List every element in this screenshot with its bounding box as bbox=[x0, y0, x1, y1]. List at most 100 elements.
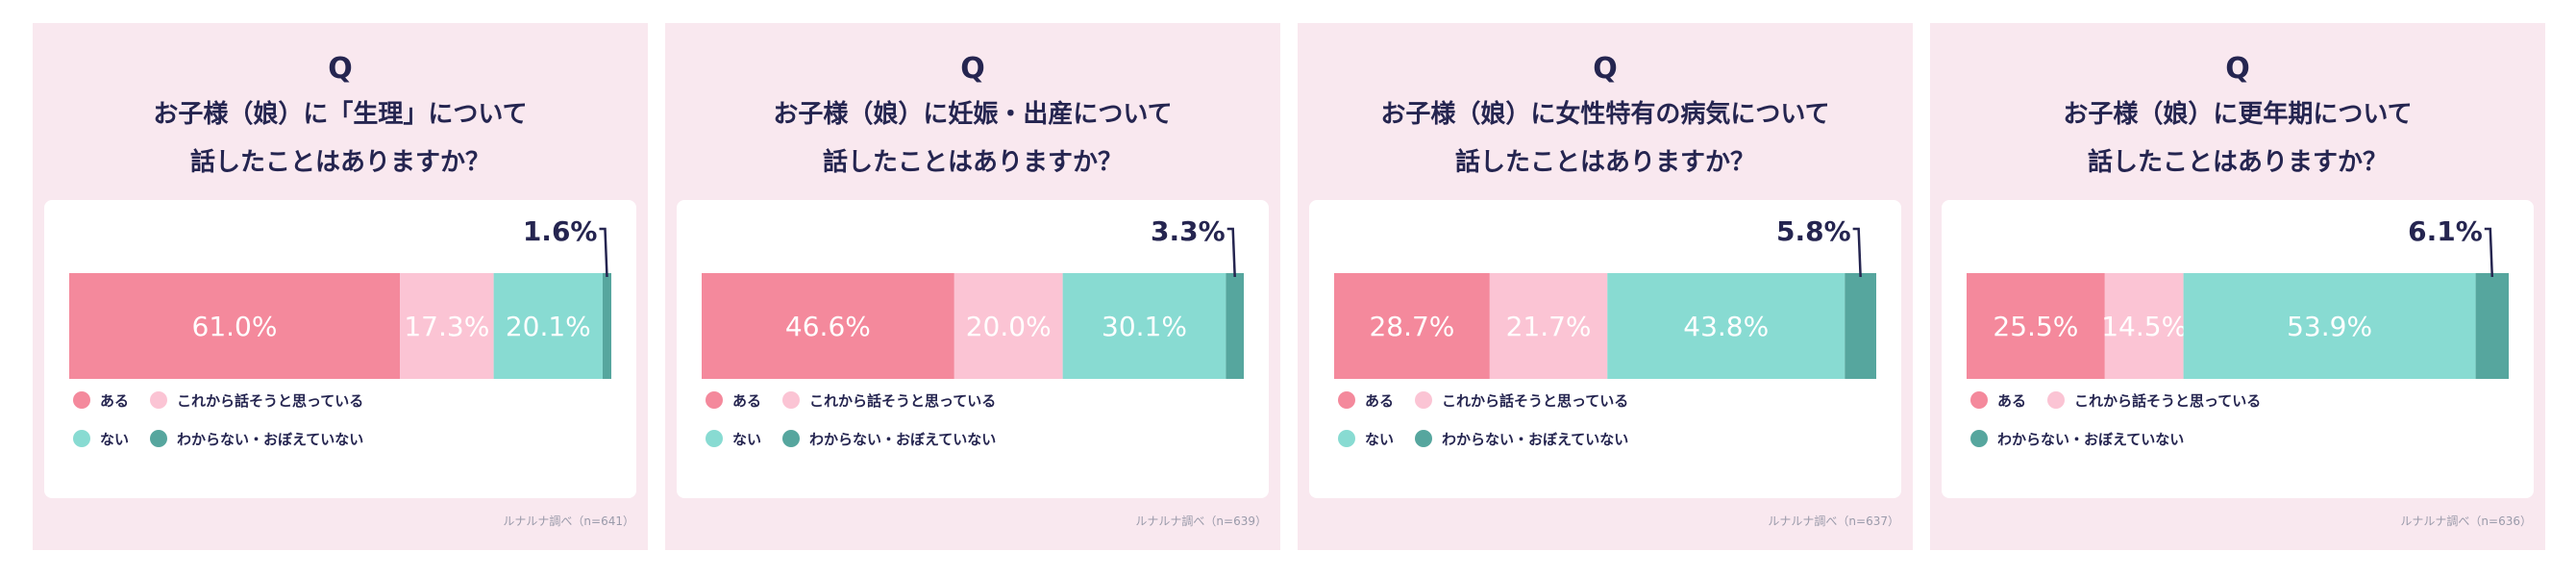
question-mark: Q bbox=[960, 52, 985, 86]
bar-segment bbox=[2475, 273, 2509, 379]
legend-row: ある これから話そうと思っている bbox=[73, 381, 611, 419]
legend-item: これから話そうと思っている bbox=[2047, 390, 2261, 411]
bar-segment bbox=[1845, 273, 1876, 379]
bar-segment bbox=[400, 273, 494, 379]
legend-swatch bbox=[1970, 430, 1988, 447]
legend-row: ある これから話そうと思っている bbox=[706, 381, 1244, 419]
bar-segment bbox=[702, 273, 954, 379]
legend-row: ある これから話そうと思っている bbox=[1970, 381, 2509, 419]
data-label: 21.7% bbox=[1506, 311, 1592, 342]
legend-item: これから話そうと思っている bbox=[1415, 390, 1628, 411]
legend-item: わからない・おぼえていない bbox=[782, 429, 996, 449]
callout-leader-line bbox=[1852, 227, 1862, 278]
legend-swatch bbox=[73, 391, 90, 409]
legend-item: ある bbox=[1338, 390, 1394, 411]
data-label: 43.8% bbox=[1683, 311, 1769, 342]
data-label: 20.1% bbox=[506, 311, 591, 342]
legend-item: これから話そうと思っている bbox=[150, 390, 363, 411]
chart-card: 61.0% 17.3% 20.1% 1.6% ある これから話そうと思っている ない わからな… bbox=[44, 200, 636, 498]
data-label-callout: 3.3% bbox=[1151, 215, 1226, 247]
callout-leader-line bbox=[599, 227, 608, 278]
legend-swatch bbox=[150, 391, 168, 409]
bar-segment bbox=[1062, 273, 1226, 379]
data-label: 46.6% bbox=[785, 311, 871, 342]
chart-title-line: 話したことはありますか？ bbox=[189, 148, 490, 177]
callout-leader-line bbox=[2484, 227, 2494, 278]
chart-title-line: お子様（娘）に妊娠・出産について bbox=[773, 100, 1173, 129]
legend-label: ない bbox=[732, 430, 762, 448]
bar-segment bbox=[1226, 273, 1244, 379]
bar-segment bbox=[1607, 273, 1845, 379]
chart-panel: Q お子様（娘）に更年期について 話したことはありますか？ 25.5% 14.5% 53.… bbox=[1930, 23, 2545, 550]
legend-label: これから話そうと思っている bbox=[2074, 391, 2262, 410]
legend-item: ない bbox=[706, 429, 761, 449]
stacked-bar-chart: 46.6% 20.0% 30.1% 3.3% bbox=[702, 215, 1244, 379]
legend: ある これから話そうと思っているない わからない・おぼえていない bbox=[73, 381, 611, 458]
chart-title: お子様（娘）に女性特有の病気について 話したことはありますか？ bbox=[1298, 90, 1913, 187]
bar-segment bbox=[1967, 273, 2105, 379]
legend-swatch bbox=[782, 391, 801, 409]
source-note: ルナルナ調べ（n=637） bbox=[1768, 514, 1899, 528]
bar-segment bbox=[2104, 273, 2184, 379]
data-label: 30.1% bbox=[1102, 311, 1187, 342]
legend-label: ある bbox=[1365, 391, 1395, 410]
stacked-bar-chart: 28.7% 21.7% 43.8% 5.8% bbox=[1334, 215, 1876, 379]
legend-item: わからない・おぼえていない bbox=[150, 429, 363, 449]
chart-title-line: 話したことはありますか？ bbox=[1454, 148, 1755, 177]
legend-label: これから話そうと思っている bbox=[1442, 391, 1629, 410]
chart-panel: Q お子様（娘）に女性特有の病気について 話したことはありますか？ 28.7% 21.7… bbox=[1298, 23, 1913, 550]
chart-card: 28.7% 21.7% 43.8% 5.8% ある これから話そうと思っている ない わからな… bbox=[1309, 200, 1901, 498]
data-label: 14.5% bbox=[2101, 311, 2187, 342]
legend-label: わからない・おぼえていない bbox=[177, 430, 364, 448]
chart-title-line: お子様（娘）に更年期について bbox=[2063, 100, 2413, 129]
legend-label: ある bbox=[1997, 391, 2027, 410]
bar-segment bbox=[2183, 273, 2476, 379]
data-label: 61.0% bbox=[192, 311, 278, 342]
data-label: 17.3% bbox=[404, 311, 489, 342]
legend: ある これから話そうと思っている ない わからない・おぼえていない bbox=[1338, 381, 1876, 458]
source-note: ルナルナ調べ（n=641） bbox=[503, 514, 634, 528]
legend: ある これから話そうと思っているない わからない・おぼえていない bbox=[706, 381, 1244, 458]
chart-title-line: お子様（娘）に「生理」について bbox=[153, 100, 528, 129]
bar-segment bbox=[1489, 273, 1608, 379]
chart-title: お子様（娘）に「生理」について 話したことはありますか？ bbox=[33, 90, 648, 187]
bar-segment bbox=[493, 273, 603, 379]
legend-swatch bbox=[1415, 391, 1433, 409]
legend-swatch bbox=[1338, 430, 1355, 447]
legend-swatch bbox=[1415, 430, 1433, 447]
stacked-bar-chart: 25.5% 14.5% 53.9% 6.1% bbox=[1967, 215, 2509, 379]
legend-row: ない わからない・おぼえていない bbox=[706, 419, 1244, 458]
legend-label: これから話そうと思っている bbox=[809, 391, 997, 410]
legend-swatch bbox=[1970, 391, 1988, 409]
chart-panel: Q お子様（娘）に妊娠・出産について 話したことはありますか？ 46.6% 20.0% 3… bbox=[665, 23, 1280, 550]
legend-swatch bbox=[150, 430, 168, 447]
legend-item: ない bbox=[1338, 429, 1394, 449]
legend-label: これから話そうと思っている bbox=[177, 391, 364, 410]
legend-item: ある bbox=[73, 390, 129, 411]
chart-title: お子様（娘）に更年期について 話したことはありますか？ bbox=[1930, 90, 2545, 187]
legend-label: ある bbox=[100, 391, 130, 410]
source-note: ルナルナ調べ（n=636） bbox=[2400, 514, 2532, 528]
chart-title-line: 話したことはありますか？ bbox=[822, 148, 1123, 177]
source-note: ルナルナ調べ（n=639） bbox=[1135, 514, 1267, 528]
chart-title-line: お子様（娘）に女性特有の病気について bbox=[1380, 100, 1830, 129]
legend-label: わからない・おぼえていない bbox=[809, 430, 997, 448]
question-mark: Q bbox=[2225, 52, 2250, 86]
question-mark: Q bbox=[328, 52, 353, 86]
data-label-callout: 5.8% bbox=[1776, 215, 1851, 247]
stacked-bar-chart: 61.0% 17.3% 20.1% 1.6% bbox=[69, 215, 611, 379]
legend-swatch bbox=[706, 430, 723, 447]
chart-card: 25.5% 14.5% 53.9% 6.1% ある これから話そうと思っている わからない・… bbox=[1942, 200, 2534, 498]
legend-row: ある これから話そうと思っている bbox=[1338, 381, 1876, 419]
bar-segment bbox=[954, 273, 1063, 379]
data-label: 25.5% bbox=[1993, 311, 2078, 342]
data-label: 28.7% bbox=[1369, 311, 1454, 342]
legend-row: わからない・おぼえていない bbox=[1970, 419, 2509, 458]
legend-swatch bbox=[1338, 391, 1355, 409]
data-label-callout: 6.1% bbox=[2408, 215, 2483, 247]
question-mark: Q bbox=[1593, 52, 1618, 86]
callout-leader-line bbox=[1226, 227, 1236, 278]
legend-item: これから話そうと思っている bbox=[782, 390, 996, 411]
legend-label: ない bbox=[100, 430, 130, 448]
legend-label: わからない・おぼえていない bbox=[1997, 430, 2185, 448]
